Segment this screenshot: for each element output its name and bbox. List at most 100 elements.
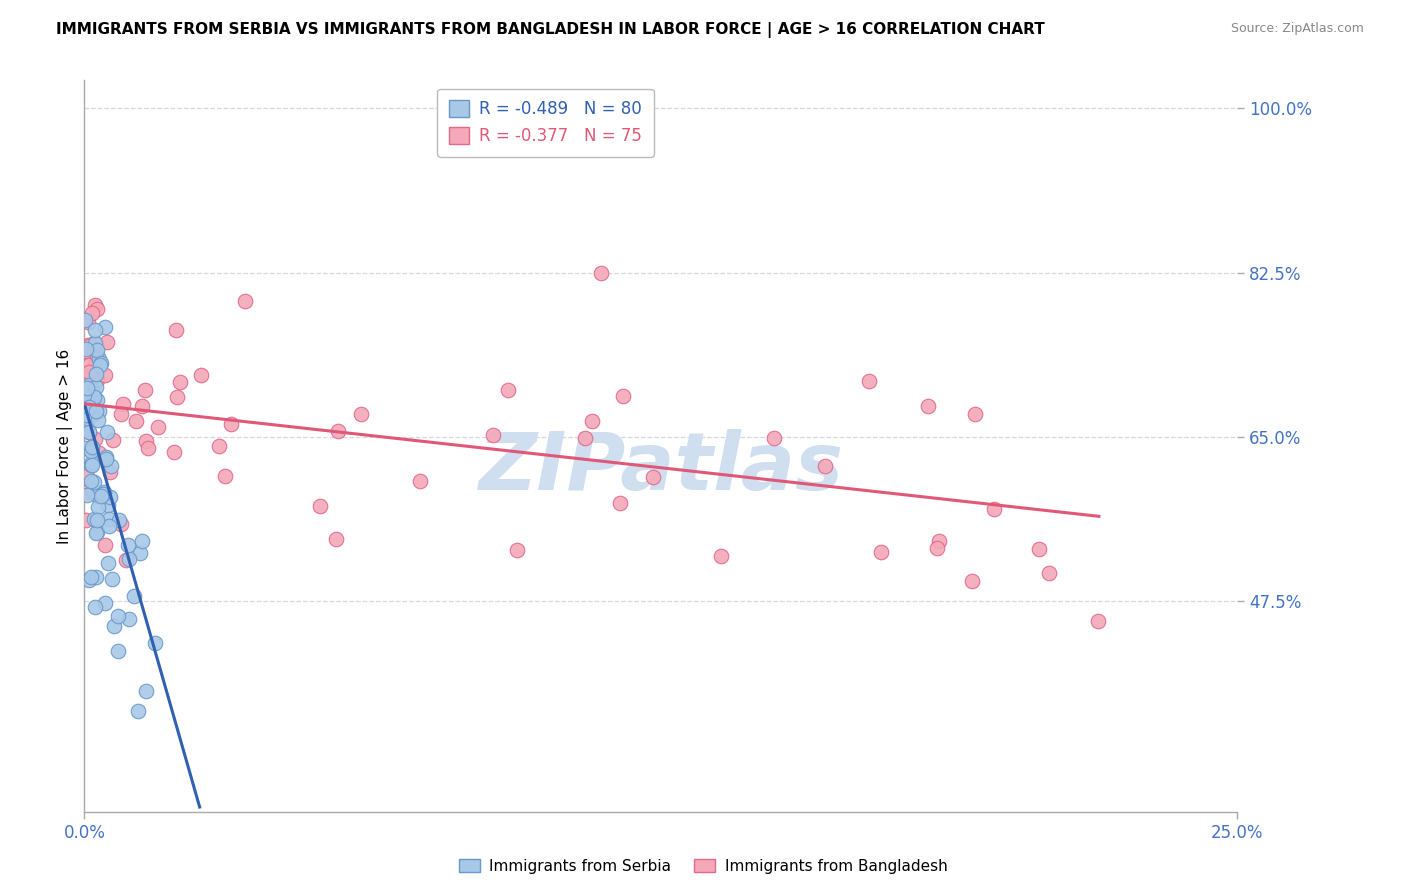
Point bbox=[84, 356, 107, 370]
Point bbox=[83, 402, 105, 417]
Point bbox=[100, 459, 122, 474]
Point bbox=[94, 538, 117, 552]
Point bbox=[928, 534, 950, 549]
Point bbox=[96, 450, 118, 464]
Point bbox=[482, 427, 505, 442]
Point bbox=[77, 573, 100, 587]
Point bbox=[163, 445, 186, 459]
Point bbox=[1087, 614, 1109, 628]
Point bbox=[97, 498, 120, 512]
Point bbox=[80, 458, 103, 473]
Text: IMMIGRANTS FROM SERBIA VS IMMIGRANTS FROM BANGLADESH IN LABOR FORCE | AGE > 16 C: IMMIGRANTS FROM SERBIA VS IMMIGRANTS FRO… bbox=[56, 22, 1045, 38]
Point bbox=[82, 306, 104, 320]
Point bbox=[83, 390, 105, 404]
Point bbox=[135, 683, 157, 698]
Legend: R = -0.489   N = 80, R = -0.377   N = 75: R = -0.489 N = 80, R = -0.377 N = 75 bbox=[437, 88, 654, 157]
Point bbox=[84, 380, 107, 394]
Point bbox=[84, 298, 107, 312]
Point bbox=[165, 323, 187, 337]
Point bbox=[82, 458, 104, 472]
Point bbox=[80, 440, 103, 454]
Point bbox=[84, 335, 107, 350]
Point bbox=[75, 441, 97, 455]
Point bbox=[87, 412, 110, 426]
Point bbox=[83, 336, 105, 351]
Point bbox=[98, 512, 121, 526]
Point bbox=[1028, 542, 1050, 557]
Point bbox=[87, 446, 110, 460]
Point bbox=[86, 348, 108, 362]
Point bbox=[80, 570, 103, 584]
Point bbox=[77, 339, 100, 353]
Point bbox=[122, 589, 145, 603]
Point bbox=[110, 516, 132, 531]
Point bbox=[96, 335, 118, 350]
Point bbox=[98, 490, 121, 504]
Point bbox=[143, 636, 166, 650]
Point bbox=[117, 552, 139, 566]
Point bbox=[80, 474, 103, 488]
Point bbox=[73, 388, 96, 402]
Point bbox=[963, 407, 986, 421]
Point bbox=[86, 343, 108, 357]
Point bbox=[77, 365, 100, 379]
Point bbox=[107, 609, 129, 624]
Point bbox=[960, 574, 983, 588]
Point bbox=[87, 403, 110, 417]
Point bbox=[131, 534, 153, 549]
Point bbox=[581, 414, 603, 428]
Point bbox=[90, 356, 112, 370]
Point bbox=[77, 338, 100, 352]
Point bbox=[77, 377, 100, 392]
Point bbox=[112, 397, 135, 411]
Point bbox=[118, 612, 141, 626]
Point bbox=[496, 383, 519, 397]
Point bbox=[98, 519, 121, 533]
Point bbox=[350, 408, 373, 422]
Point bbox=[84, 432, 107, 446]
Point bbox=[79, 401, 101, 415]
Point bbox=[93, 484, 115, 499]
Point bbox=[309, 499, 332, 513]
Point bbox=[591, 266, 613, 280]
Point bbox=[86, 374, 108, 388]
Point bbox=[641, 469, 664, 483]
Point bbox=[94, 319, 117, 334]
Point bbox=[96, 425, 118, 440]
Point bbox=[166, 390, 188, 404]
Point bbox=[84, 400, 107, 414]
Point bbox=[76, 316, 98, 330]
Point bbox=[107, 644, 129, 658]
Point bbox=[79, 408, 101, 422]
Point bbox=[75, 368, 97, 383]
Point bbox=[87, 352, 110, 367]
Point bbox=[86, 302, 108, 317]
Point bbox=[82, 407, 104, 421]
Point bbox=[408, 475, 430, 489]
Point bbox=[86, 393, 108, 408]
Point bbox=[75, 408, 97, 422]
Point bbox=[86, 513, 108, 527]
Point bbox=[84, 323, 107, 337]
Point bbox=[505, 543, 527, 558]
Point bbox=[77, 425, 100, 439]
Point bbox=[90, 489, 112, 503]
Point bbox=[76, 469, 98, 483]
Point bbox=[128, 546, 150, 560]
Point bbox=[814, 458, 837, 473]
Point bbox=[75, 399, 97, 413]
Point bbox=[612, 389, 634, 403]
Point bbox=[87, 489, 110, 503]
Point bbox=[858, 374, 880, 388]
Point bbox=[117, 538, 139, 552]
Point bbox=[125, 414, 148, 428]
Point bbox=[235, 293, 257, 308]
Point bbox=[98, 465, 121, 479]
Point bbox=[134, 384, 156, 398]
Legend: Immigrants from Serbia, Immigrants from Bangladesh: Immigrants from Serbia, Immigrants from … bbox=[453, 853, 953, 880]
Point bbox=[75, 343, 97, 357]
Point bbox=[94, 596, 117, 610]
Point bbox=[82, 455, 104, 469]
Point bbox=[763, 431, 786, 445]
Point bbox=[91, 487, 114, 501]
